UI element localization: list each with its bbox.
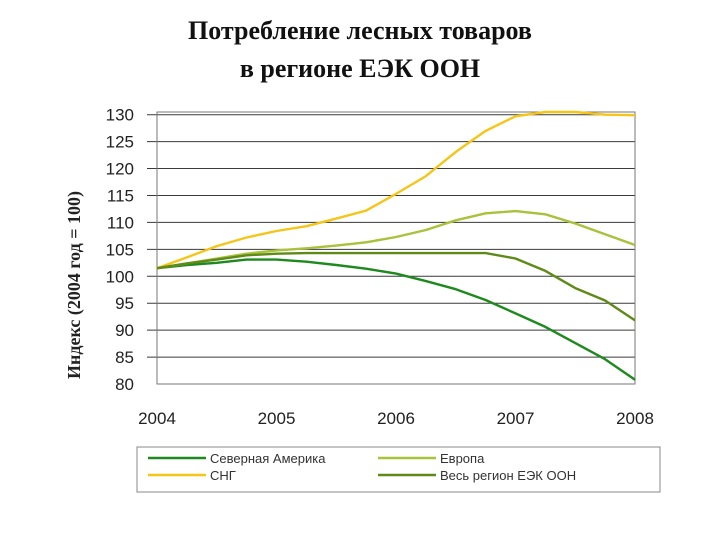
series-line: [156, 258, 636, 381]
y-tick-label: 120: [106, 160, 134, 179]
y-tick-label: 95: [115, 294, 134, 313]
gridlines: [147, 114, 635, 358]
legend-label: СНГ: [210, 468, 236, 483]
legend-label: Европа: [440, 451, 485, 466]
y-tick-label: 100: [106, 267, 134, 286]
y-tick-label: 90: [115, 321, 134, 340]
x-tick-label: 2007: [497, 409, 535, 428]
legend-label: Весь регион ЕЭК ООН: [440, 468, 576, 483]
plot-area-frame: [156, 111, 636, 385]
x-tick-label: 2008: [616, 409, 654, 428]
y-axis-label: Индекс (2004 год = 100): [64, 191, 85, 379]
x-tick-label: 2006: [377, 409, 415, 428]
y-tick-label: 125: [106, 133, 134, 152]
x-tick-label: 2004: [138, 409, 176, 428]
y-tick-label: 115: [107, 186, 134, 205]
legend-label: Северная Америка: [210, 451, 326, 466]
data-series: [156, 110, 636, 381]
chart-title-line-1: Потребление лесных товаров: [188, 16, 532, 45]
y-tick-label: 110: [107, 213, 134, 232]
series-line: [156, 209, 636, 270]
series-line: [156, 110, 636, 270]
chart-title: Потребление лесных товаров в регионе ЕЭК…: [0, 12, 720, 88]
y-tick-label: 85: [115, 348, 134, 367]
y-tick-label: 105: [106, 240, 134, 259]
legend: Северная Америка Европа СНГ Весь регион ЕЭК…: [136, 446, 661, 493]
x-tick-label: 2005: [258, 409, 296, 428]
y-tick-labels: 130 125 120 115 110 105 100 95 90 85 80: [106, 106, 134, 394]
x-tick-labels: 2004 2005 2006 2007 2008: [138, 409, 654, 428]
legend-frame: [136, 446, 661, 493]
y-tick-label: 130: [106, 106, 134, 125]
series-line: [156, 251, 636, 322]
chart-title-line-2: в регионе ЕЭК ООН: [239, 54, 481, 83]
y-tick-label: 80: [115, 375, 134, 394]
